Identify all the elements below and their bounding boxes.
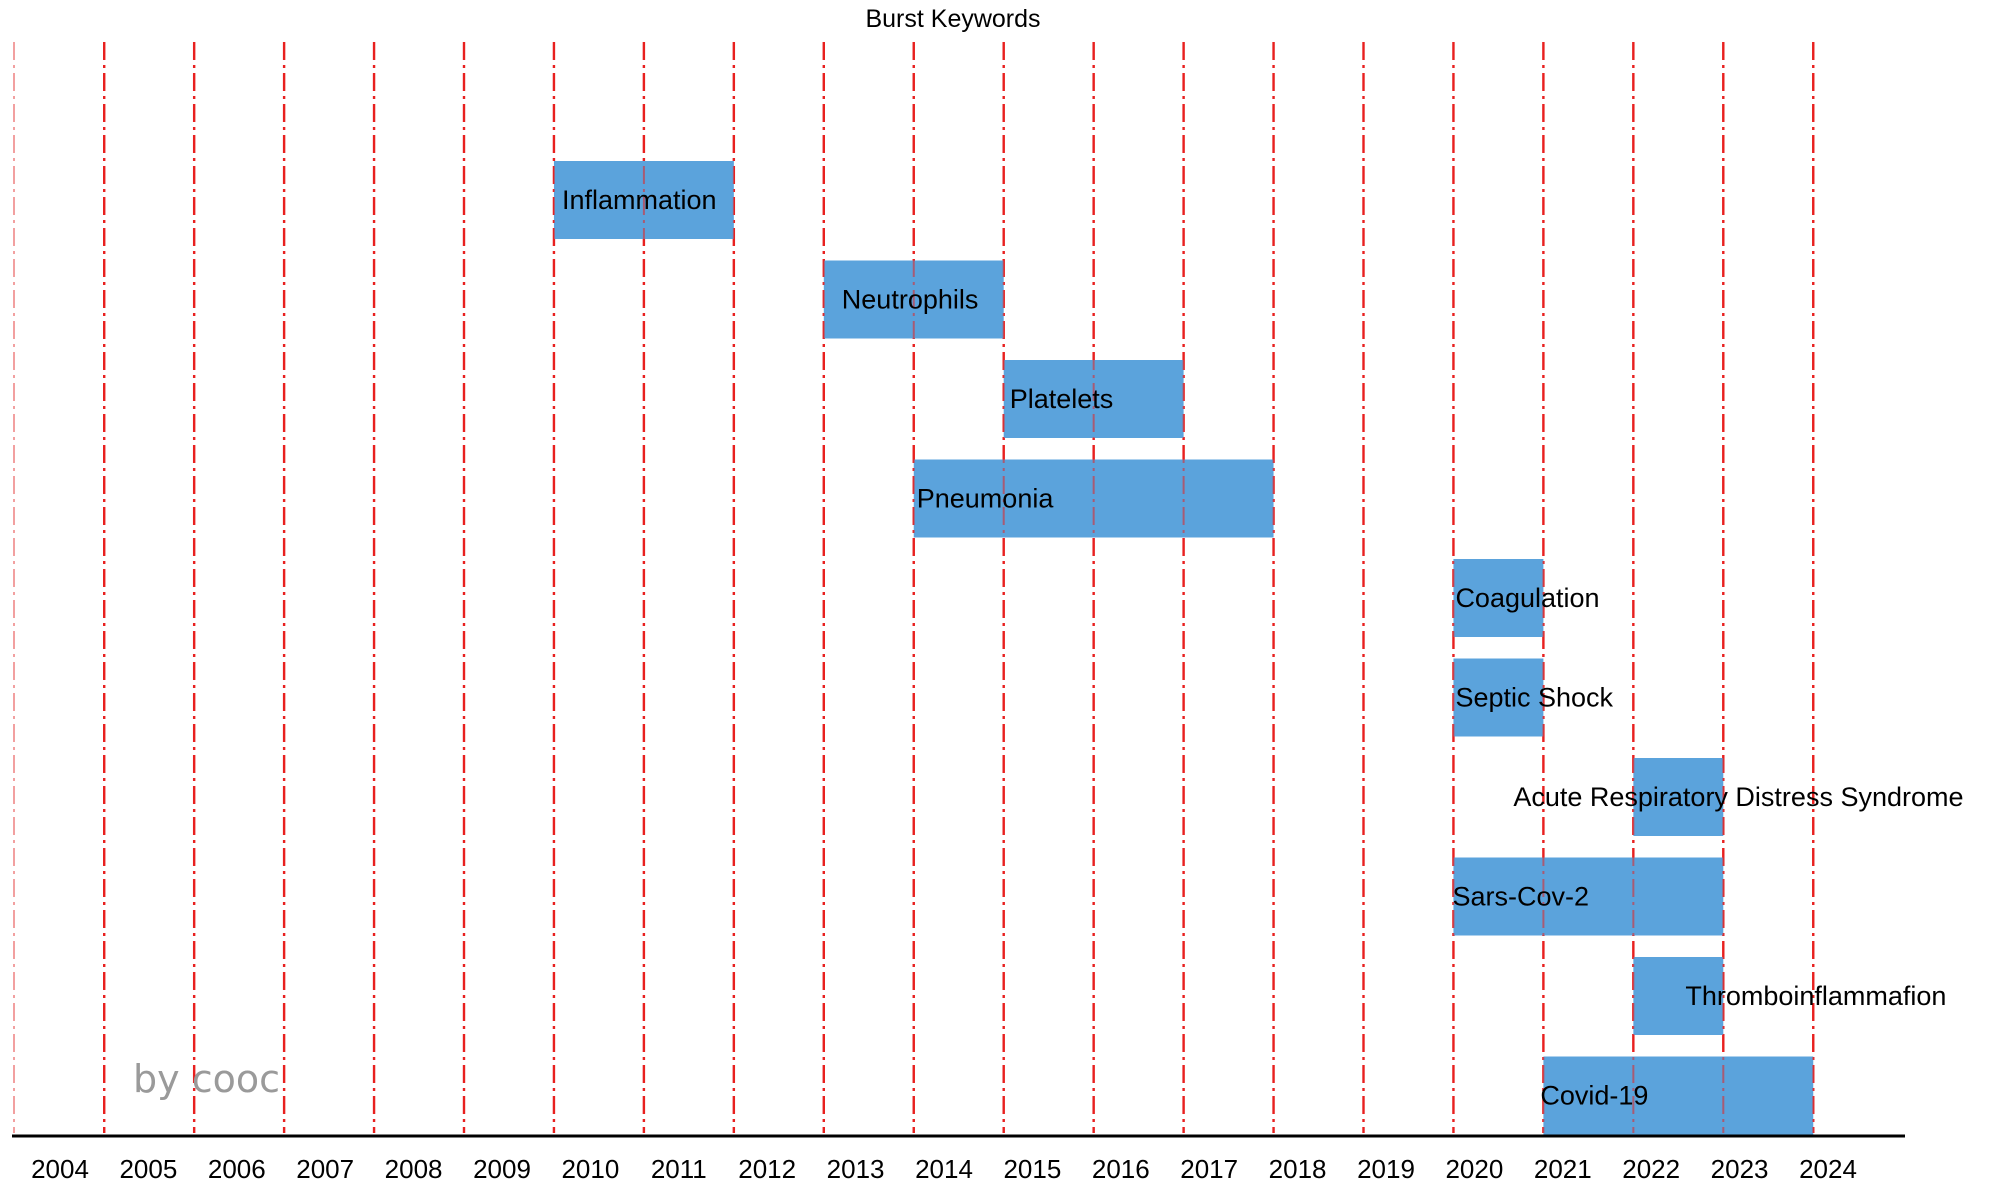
burst-bar-label: Neutrophils [842,285,979,315]
x-tick-label: 2018 [1269,1154,1327,1184]
x-tick-label: 2014 [915,1154,973,1184]
burst-bar-label: Sars-Cov-2 [1452,882,1589,912]
x-tick-label: 2017 [1180,1154,1238,1184]
x-tick-label: 2004 [31,1154,89,1184]
x-tick-label: 2021 [1534,1154,1592,1184]
burst-bar-label: Platelets [1010,384,1114,414]
x-tick-label: 2005 [119,1154,177,1184]
burst-bar [1633,957,1724,1035]
burst-bar-labels: Inflammation Neutrophils Platelets Pneumoni… [562,185,1964,1111]
x-tick-label: 2020 [1445,1154,1503,1184]
x-tick-label: 2010 [561,1154,619,1184]
x-tick-label: 2011 [651,1154,707,1184]
watermark-text: by cooc [133,1057,280,1101]
x-tick-label: 2007 [296,1154,354,1184]
x-tick-label: 2019 [1357,1154,1415,1184]
burst-bar-label: Pneumonia [917,484,1055,514]
burst-bar [1633,758,1724,836]
x-tick-label: 2024 [1799,1154,1857,1184]
burst-bar-label: Thromboinflammafion [1685,981,1946,1011]
x-tick-label: 2009 [473,1154,531,1184]
x-tick-label: 2006 [208,1154,266,1184]
x-tick-label: 2012 [738,1154,796,1184]
burst-bar [1543,1056,1814,1135]
x-axis-tick-labels: 2004 2005 2006 2007 2008 2009 2010 2011 2012 2013… [31,1154,1857,1184]
burst-bar [1453,857,1724,936]
burst-bar-label: Inflammation [562,185,717,215]
burst-bar-label: Septic Shock [1455,683,1613,713]
burst-bar [1453,658,1544,737]
x-tick-label: 2022 [1622,1154,1680,1184]
x-tick-label: 2016 [1092,1154,1150,1184]
burst-bar-label: Acute Respiratory Distress Syndrome [1513,782,1963,812]
x-tick-label: 2023 [1711,1154,1769,1184]
burst-bar [1453,559,1544,637]
burst-bar-label: Covid-19 [1540,1081,1648,1111]
x-tick-label: 2015 [1003,1154,1061,1184]
burst-bar-label: Coagulation [1455,583,1599,613]
x-tick-label: 2008 [385,1154,443,1184]
chart-title: Burst Keywords [865,5,1040,33]
x-tick-label: 2013 [827,1154,885,1184]
